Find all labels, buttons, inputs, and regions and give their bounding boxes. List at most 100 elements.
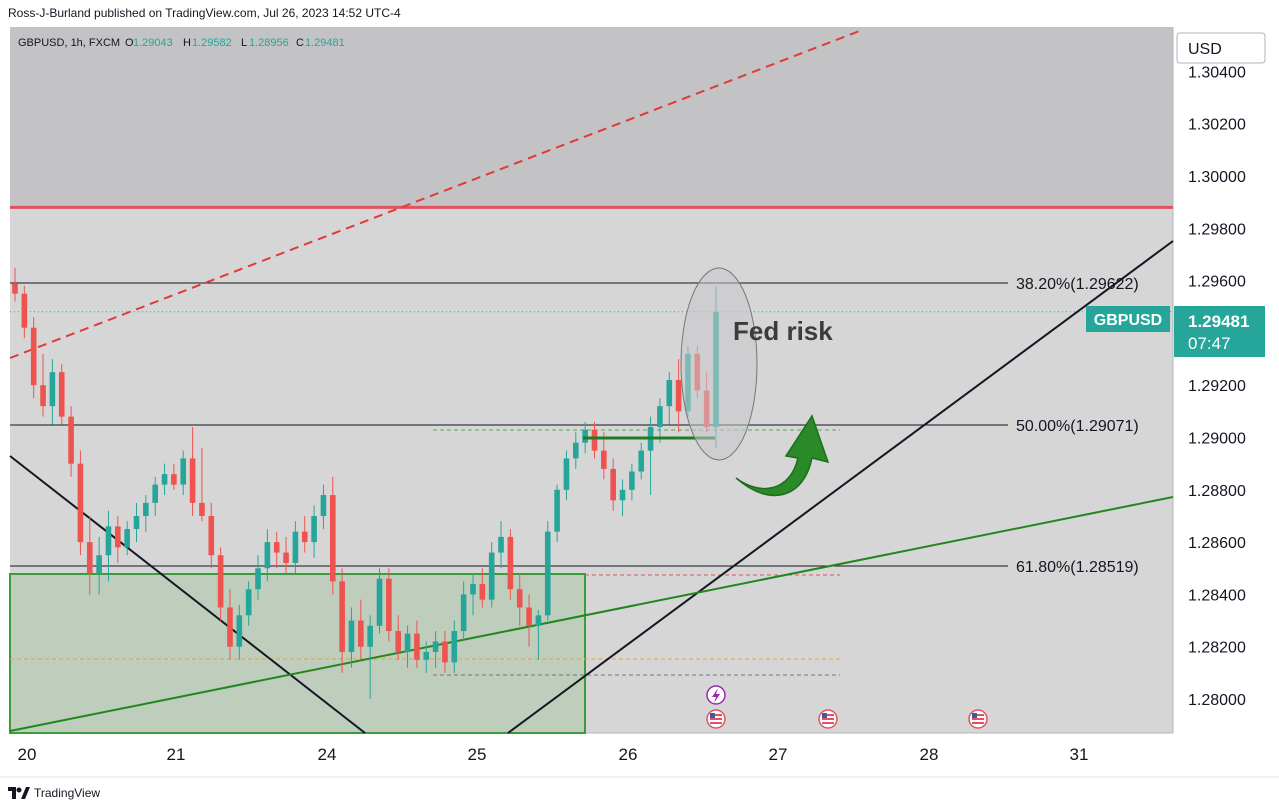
candle[interactable] [236,604,243,660]
candle[interactable] [264,529,271,582]
candle[interactable] [68,406,74,477]
candle[interactable] [414,620,420,668]
candle-body [395,631,402,652]
candle[interactable] [657,398,663,443]
ascending-black-trendline[interactable] [507,240,1174,734]
candle[interactable] [554,484,560,543]
lightning-icon[interactable] [706,685,726,705]
candle-body [582,429,588,443]
candle[interactable] [423,641,430,673]
candle[interactable] [161,463,168,496]
candle[interactable] [348,607,355,668]
candle[interactable] [376,568,383,634]
candle[interactable] [367,615,373,700]
bullish-arrow-icon[interactable] [735,414,830,497]
candle[interactable] [124,521,130,556]
us-flag-icon[interactable] [818,709,838,729]
candle[interactable] [152,476,159,516]
candle[interactable] [301,515,308,553]
candle[interactable] [255,555,261,600]
candle-body [572,442,579,459]
candle[interactable] [245,581,252,626]
candle[interactable] [227,589,233,660]
resistance-zone [10,27,1173,208]
ascending-green-trendline[interactable] [9,496,1174,732]
candle[interactable] [601,432,607,480]
dashed-red-trendline[interactable] [9,29,863,359]
legend-low-value: 1.28956 [249,37,289,49]
candle[interactable] [30,317,37,399]
candle[interactable] [49,359,56,425]
candle[interactable] [180,450,187,496]
candle[interactable] [86,515,93,595]
candle[interactable] [404,625,411,668]
price-axis[interactable] [1173,27,1269,733]
candle[interactable] [171,463,177,490]
candle[interactable] [21,285,28,339]
currency-box[interactable] [1176,32,1266,64]
candle-body [292,531,299,564]
candle[interactable] [629,463,635,501]
candle[interactable] [516,573,523,626]
footer-brand[interactable]: TradingView [8,786,100,800]
candle[interactable] [442,631,448,673]
candle[interactable] [498,521,504,569]
candle[interactable] [143,495,149,532]
fed-risk-ellipse[interactable] [680,267,758,461]
candle[interactable] [526,594,532,647]
candle[interactable] [133,502,140,543]
candle[interactable] [105,510,112,582]
candle[interactable] [77,450,84,556]
candle[interactable] [488,542,495,608]
candle[interactable] [115,515,121,564]
candle[interactable] [470,573,476,616]
candle[interactable] [572,432,579,469]
time-axis[interactable] [10,733,1173,777]
candle[interactable] [199,447,205,522]
candle-body [404,633,411,652]
us-flag-icon[interactable] [706,709,726,729]
x-tick-label: 31 [1070,745,1089,764]
candle[interactable] [386,568,392,642]
candle[interactable] [544,521,551,621]
candle[interactable] [320,484,327,530]
candle[interactable] [339,568,345,673]
candle[interactable] [12,267,18,302]
candle[interactable] [675,359,682,433]
y-tick-label: 1.28400 [1188,587,1246,604]
candle[interactable] [329,476,336,595]
candle[interactable] [460,581,467,642]
candle[interactable] [638,442,645,480]
candle[interactable] [273,531,280,569]
candle[interactable] [358,599,364,660]
candle[interactable] [432,631,439,668]
candle[interactable] [619,479,626,516]
candle[interactable] [96,536,102,595]
candle[interactable] [283,536,289,574]
candle-body [601,450,607,469]
candle[interactable] [40,353,46,417]
candle[interactable] [666,372,673,425]
y-tick-label: 1.29600 [1188,274,1246,291]
candle[interactable] [311,505,317,558]
descending-black-trendline[interactable] [9,455,366,734]
candle[interactable] [208,502,215,569]
candle[interactable] [610,458,616,511]
candle-body [77,463,84,543]
candle[interactable] [395,615,402,660]
candle[interactable] [563,450,570,501]
candle[interactable] [507,529,514,600]
candle[interactable] [535,610,542,660]
y-tick-label: 1.30200 [1188,117,1246,134]
candle[interactable] [58,364,65,425]
candle[interactable] [292,521,299,574]
symbol-legend[interactable]: GBPUSD, 1h, FXCM O 1.29043 H 1.29582 L 1… [18,37,345,49]
candle[interactable] [217,547,224,621]
candle[interactable] [479,568,486,608]
candle[interactable] [591,421,598,459]
candle[interactable] [189,427,196,516]
candle[interactable] [451,620,458,673]
demand-zone-box[interactable] [9,573,586,734]
us-flag-icon[interactable] [968,709,988,729]
